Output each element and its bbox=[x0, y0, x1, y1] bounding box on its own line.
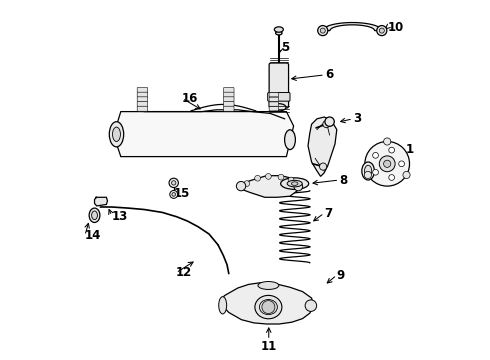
Circle shape bbox=[255, 175, 261, 181]
Ellipse shape bbox=[92, 211, 98, 220]
Ellipse shape bbox=[365, 165, 372, 177]
Circle shape bbox=[305, 300, 317, 311]
FancyBboxPatch shape bbox=[137, 97, 147, 102]
FancyBboxPatch shape bbox=[269, 102, 278, 106]
FancyBboxPatch shape bbox=[137, 102, 147, 107]
Ellipse shape bbox=[275, 31, 282, 35]
Ellipse shape bbox=[274, 27, 283, 32]
Circle shape bbox=[379, 156, 395, 172]
Text: 2: 2 bbox=[375, 160, 384, 173]
Ellipse shape bbox=[258, 282, 279, 289]
Circle shape bbox=[399, 161, 404, 167]
Text: 10: 10 bbox=[387, 21, 403, 34]
FancyBboxPatch shape bbox=[269, 97, 278, 102]
Circle shape bbox=[384, 138, 391, 145]
Circle shape bbox=[294, 182, 303, 191]
FancyBboxPatch shape bbox=[223, 106, 234, 111]
Circle shape bbox=[266, 174, 271, 179]
Text: 15: 15 bbox=[174, 187, 190, 200]
Polygon shape bbox=[308, 117, 337, 176]
Circle shape bbox=[364, 171, 371, 179]
FancyBboxPatch shape bbox=[223, 87, 234, 93]
FancyBboxPatch shape bbox=[223, 102, 234, 107]
Circle shape bbox=[377, 26, 387, 36]
Circle shape bbox=[323, 121, 330, 128]
Polygon shape bbox=[241, 176, 299, 197]
Text: 1: 1 bbox=[405, 143, 414, 156]
Text: 6: 6 bbox=[325, 68, 333, 81]
Ellipse shape bbox=[287, 180, 302, 187]
Circle shape bbox=[236, 181, 245, 191]
Text: 16: 16 bbox=[182, 92, 198, 105]
Polygon shape bbox=[95, 197, 107, 206]
Circle shape bbox=[169, 178, 178, 188]
Circle shape bbox=[172, 193, 175, 196]
Ellipse shape bbox=[362, 162, 374, 180]
Text: 4: 4 bbox=[259, 179, 267, 192]
FancyBboxPatch shape bbox=[268, 93, 290, 101]
Text: 14: 14 bbox=[85, 229, 101, 242]
Circle shape bbox=[384, 160, 391, 167]
Text: 3: 3 bbox=[353, 112, 361, 125]
Ellipse shape bbox=[285, 130, 295, 150]
Ellipse shape bbox=[292, 182, 298, 185]
Circle shape bbox=[262, 301, 275, 314]
Circle shape bbox=[320, 28, 325, 33]
FancyBboxPatch shape bbox=[223, 92, 234, 97]
Text: 5: 5 bbox=[281, 41, 289, 54]
Circle shape bbox=[379, 28, 384, 33]
FancyBboxPatch shape bbox=[223, 97, 234, 102]
Circle shape bbox=[389, 175, 394, 180]
FancyBboxPatch shape bbox=[137, 106, 147, 111]
Circle shape bbox=[325, 117, 334, 126]
Circle shape bbox=[288, 177, 294, 183]
Text: 8: 8 bbox=[339, 174, 347, 186]
Circle shape bbox=[244, 181, 250, 186]
FancyBboxPatch shape bbox=[137, 87, 147, 93]
Circle shape bbox=[365, 141, 410, 186]
Circle shape bbox=[373, 170, 378, 175]
Circle shape bbox=[373, 152, 378, 158]
FancyBboxPatch shape bbox=[269, 93, 278, 97]
Text: 9: 9 bbox=[337, 269, 345, 282]
Ellipse shape bbox=[281, 178, 309, 189]
Ellipse shape bbox=[259, 300, 277, 315]
Polygon shape bbox=[222, 283, 314, 324]
Ellipse shape bbox=[271, 104, 286, 111]
Circle shape bbox=[403, 171, 410, 179]
FancyBboxPatch shape bbox=[269, 63, 289, 108]
Ellipse shape bbox=[113, 127, 121, 141]
Ellipse shape bbox=[109, 122, 123, 147]
Ellipse shape bbox=[89, 208, 100, 222]
Text: 7: 7 bbox=[324, 207, 332, 220]
Text: 11: 11 bbox=[261, 340, 277, 353]
Polygon shape bbox=[114, 112, 294, 157]
Circle shape bbox=[278, 174, 284, 180]
Circle shape bbox=[170, 190, 178, 198]
Circle shape bbox=[172, 181, 176, 185]
FancyBboxPatch shape bbox=[269, 107, 278, 111]
Ellipse shape bbox=[219, 297, 227, 314]
Ellipse shape bbox=[255, 295, 282, 319]
Text: 12: 12 bbox=[176, 266, 192, 279]
FancyBboxPatch shape bbox=[137, 92, 147, 97]
Text: 13: 13 bbox=[112, 210, 128, 222]
Circle shape bbox=[389, 147, 394, 153]
Circle shape bbox=[318, 26, 328, 36]
Polygon shape bbox=[323, 23, 382, 31]
Circle shape bbox=[319, 163, 327, 170]
